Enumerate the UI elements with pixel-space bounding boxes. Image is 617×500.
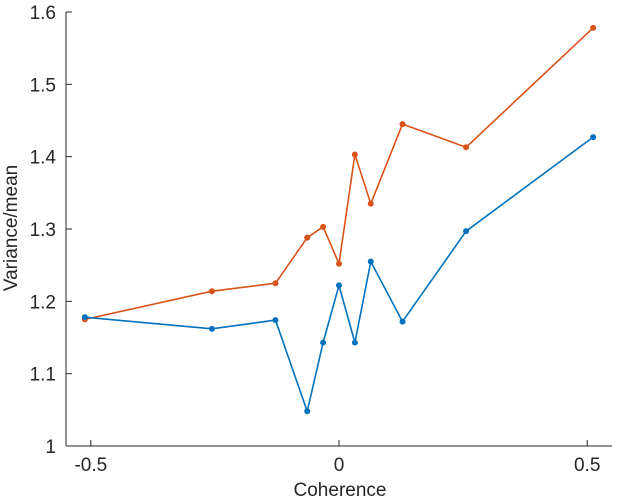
x-axis-title: Coherence xyxy=(294,480,387,500)
y-tick-label: 1.3 xyxy=(30,220,56,241)
data-point xyxy=(304,408,311,415)
data-point xyxy=(590,134,597,141)
data-point xyxy=(399,121,406,128)
data-point xyxy=(304,234,311,241)
y-tick-label: 1.6 xyxy=(30,3,56,24)
data-point xyxy=(336,282,342,289)
data-point xyxy=(351,339,358,346)
x-tick-label: 0.5 xyxy=(574,455,600,476)
data-point xyxy=(351,151,358,158)
x-tick-label: 0 xyxy=(334,455,345,476)
data-point xyxy=(272,317,279,324)
data-point xyxy=(208,288,215,295)
y-tick-label: 1.4 xyxy=(30,148,57,169)
data-point xyxy=(81,314,88,321)
data-point xyxy=(367,258,374,265)
data-point xyxy=(590,24,597,31)
data-point xyxy=(272,280,279,287)
y-axis-title: Variance/mean xyxy=(1,165,22,291)
data-point xyxy=(399,318,406,325)
data-point xyxy=(320,223,327,230)
series-line-1 xyxy=(84,27,594,321)
y-tick-label: 1.2 xyxy=(30,292,56,313)
y-tick-label: 1.5 xyxy=(30,75,56,96)
data-point xyxy=(463,228,470,235)
y-tick-label: 1 xyxy=(45,437,56,458)
data-point xyxy=(320,339,327,346)
y-tick-label: 1.1 xyxy=(30,365,56,386)
data-point xyxy=(463,144,470,151)
data-point xyxy=(367,200,374,207)
series-line-2 xyxy=(84,136,594,413)
data-point xyxy=(336,260,342,267)
data-point xyxy=(208,325,215,332)
x-tick-label: -0.5 xyxy=(74,455,107,476)
axes: 1 1.1 1.2 1.3 1.4 1.5 1.6 -0.5 0 0.5 xyxy=(30,3,612,476)
series-lines xyxy=(81,24,597,415)
